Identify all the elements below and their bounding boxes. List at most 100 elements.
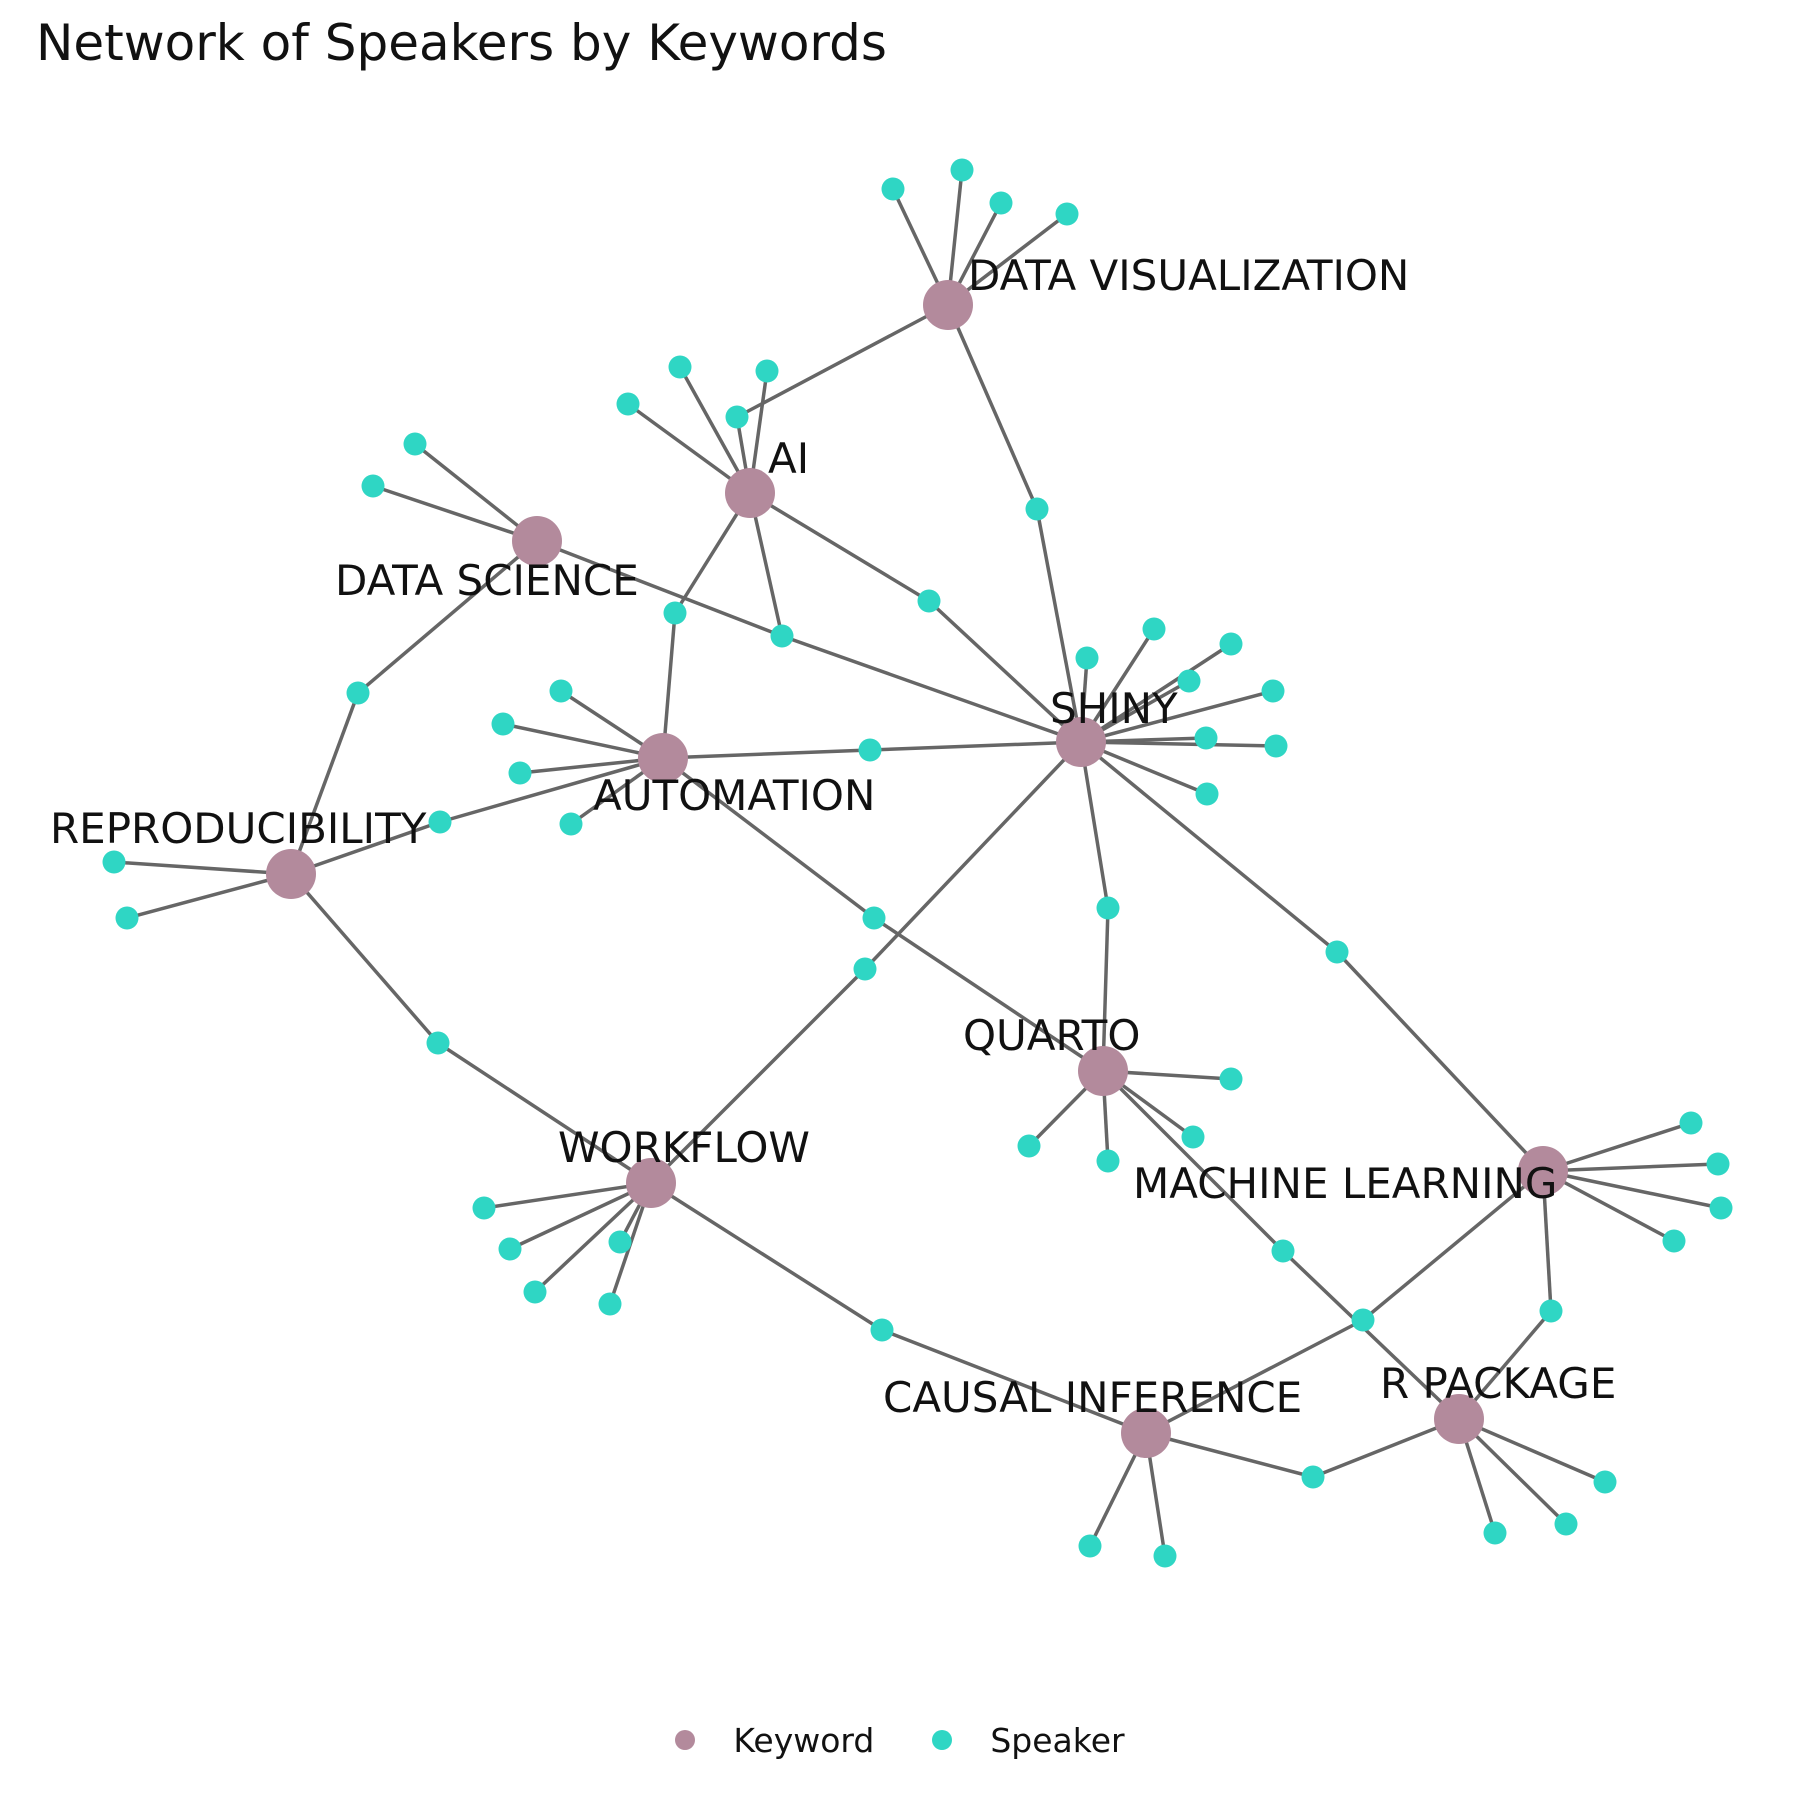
speaker-node bbox=[1301, 1465, 1325, 1489]
keyword-node-ai bbox=[725, 468, 775, 518]
edge-sh_qu-qu bbox=[1101, 907, 1110, 1072]
speaker-node bbox=[1325, 940, 1349, 964]
edges-layer bbox=[113, 169, 1722, 1557]
speaker-node bbox=[491, 712, 515, 736]
edge-qu_rp-rp bbox=[1281, 1249, 1461, 1421]
speaker-node bbox=[428, 810, 452, 834]
speaker-node bbox=[1055, 202, 1079, 226]
edge-ai_ds_sh-sh bbox=[781, 634, 1082, 744]
edge-re_wf-re bbox=[289, 872, 440, 1045]
edge-dv_ai-dv bbox=[736, 303, 949, 419]
edge-au_sh-au bbox=[662, 748, 871, 760]
edge-sh5-sh bbox=[1080, 689, 1274, 744]
edge-au_qu-au bbox=[661, 756, 876, 920]
edge-wf_ci-wf bbox=[650, 1181, 883, 1332]
legend-item-keyword: Keyword bbox=[675, 1721, 874, 1760]
speaker-node bbox=[1078, 1534, 1102, 1558]
speaker-node bbox=[403, 432, 427, 456]
keyword-node-quarto bbox=[1078, 1046, 1128, 1096]
speaker-node bbox=[989, 191, 1013, 215]
edge-rp1-rp bbox=[1458, 1417, 1606, 1484]
edge-wf3-wf bbox=[533, 1181, 653, 1294]
keyword-label-r-package: R PACKAGE bbox=[1380, 1359, 1616, 1408]
keyword-node-workflow bbox=[626, 1158, 676, 1208]
speaker-node bbox=[1153, 1544, 1177, 1568]
speaker-node bbox=[1709, 1196, 1733, 1220]
edge-sh7-sh bbox=[1080, 740, 1277, 748]
keyword-node-shiny bbox=[1056, 717, 1106, 767]
keyword-node-data-visualization bbox=[923, 280, 973, 330]
speaker-node bbox=[1195, 782, 1219, 806]
keyword-nodes-layer bbox=[266, 280, 1568, 1458]
speaker-node bbox=[853, 957, 877, 981]
edge-ml2-ml bbox=[1542, 1162, 1719, 1173]
edge-au2-au bbox=[502, 722, 664, 760]
speaker-node bbox=[1219, 632, 1243, 656]
legend-speaker-swatch bbox=[932, 1730, 953, 1750]
keyword-node-data-science bbox=[512, 516, 562, 566]
speaker-node bbox=[1025, 497, 1049, 521]
edge-dv_sh-dv bbox=[946, 304, 1039, 510]
speaker-node bbox=[668, 355, 692, 379]
edge-ds1-ds bbox=[413, 442, 539, 543]
speaker-node bbox=[1539, 1299, 1563, 1323]
speaker-node bbox=[598, 1292, 622, 1316]
speaker-node bbox=[950, 158, 974, 182]
keyword-label-ai: AI bbox=[768, 434, 809, 483]
edge-wf_ci-ci bbox=[881, 1328, 1147, 1435]
edge-ai_ds_sh-ds bbox=[536, 539, 783, 638]
speaker-node bbox=[1177, 669, 1201, 693]
edge-au_qu-qu bbox=[873, 916, 1104, 1073]
keyword-label-shiny: SHINY bbox=[1050, 684, 1178, 733]
keyword-label-quarto: QUARTO bbox=[963, 1011, 1140, 1060]
legend: Keyword Speaker bbox=[0, 1710, 1800, 1770]
edge-ai_sh-ai bbox=[749, 491, 930, 603]
speaker-node bbox=[559, 812, 583, 836]
speaker-node bbox=[1017, 1134, 1041, 1158]
edge-ml1-ml bbox=[1542, 1121, 1692, 1173]
speaker-node bbox=[426, 1031, 450, 1055]
speaker-node bbox=[508, 761, 532, 785]
edge-sh_wf-sh bbox=[863, 740, 1083, 971]
speaker-node bbox=[549, 679, 573, 703]
keyword-label-workflow: WORKFLOW bbox=[558, 1123, 810, 1172]
speaker-node bbox=[1271, 1239, 1295, 1263]
network-graph: DATA VISUALIZATION AI DATA SCIENCE AUTOMATI… bbox=[50, 158, 1733, 1568]
edge-ds_re-re bbox=[289, 692, 360, 875]
speaker-node bbox=[608, 1230, 632, 1254]
speaker-node bbox=[1264, 734, 1288, 758]
speaker-node bbox=[770, 624, 794, 648]
speaker-node bbox=[755, 359, 779, 383]
edge-sh_ml-ml bbox=[1335, 950, 1545, 1173]
speaker-node bbox=[1662, 1229, 1686, 1253]
edge-ds_re-ds bbox=[356, 539, 539, 695]
legend-keyword-swatch bbox=[675, 1730, 696, 1750]
edge-au_re-au bbox=[439, 756, 664, 824]
speaker-node bbox=[917, 589, 941, 613]
speaker-node bbox=[1679, 1111, 1703, 1135]
edge-au_re-re bbox=[290, 820, 441, 876]
speaker-node bbox=[1194, 726, 1218, 750]
speaker-node bbox=[1706, 1152, 1730, 1176]
speaker-node bbox=[1483, 1521, 1507, 1545]
keyword-label-automation: AUTOMATION bbox=[593, 771, 875, 820]
keyword-labels-layer: DATA VISUALIZATION AI DATA SCIENCE AUTOMATI… bbox=[50, 251, 1616, 1422]
edge-sh_ml-sh bbox=[1079, 740, 1339, 954]
edge-wf2-wf bbox=[509, 1181, 652, 1251]
speaker-node bbox=[1554, 1512, 1578, 1536]
keyword-node-machine-learning bbox=[1518, 1146, 1568, 1196]
keyword-label-machine-learning: MACHINE LEARNING bbox=[1133, 1159, 1557, 1208]
speaker-node bbox=[663, 601, 687, 625]
keyword-label-causal-inference: CAUSAL INFERENCE bbox=[883, 1373, 1302, 1422]
edge-sh_wf-wf bbox=[649, 967, 867, 1185]
keyword-node-causal-inference bbox=[1121, 1408, 1171, 1458]
edge-re1-re bbox=[113, 860, 292, 876]
keyword-node-r-package bbox=[1434, 1394, 1484, 1444]
speaker-node bbox=[1075, 646, 1099, 670]
speaker-node bbox=[523, 1280, 547, 1304]
keyword-node-automation bbox=[638, 733, 688, 783]
speaker-node bbox=[1096, 896, 1120, 920]
chart-title: Network of Speakers by Keywords bbox=[36, 14, 887, 72]
edge-au_sh-sh bbox=[869, 740, 1082, 752]
speaker-node bbox=[616, 392, 640, 416]
